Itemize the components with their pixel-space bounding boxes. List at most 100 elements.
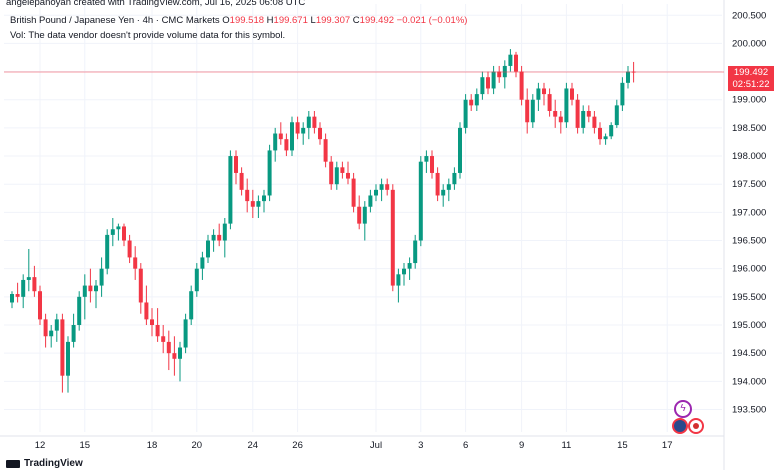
x-tick-label: 24 [248,440,259,451]
candle-body [200,257,205,269]
y-tick-label: 193.500 [732,404,766,415]
y-tick-label: 197.500 [732,179,766,190]
candle-body [514,54,518,72]
symbol-name[interactable]: British Pound / Japanese Yen · 4h · CMC … [10,15,220,26]
candle-body [127,240,132,258]
candle-body [458,127,462,173]
candle-body [133,257,138,269]
candle-body [626,71,630,83]
candle-body [88,285,93,292]
candle-body [525,99,530,123]
x-tick-label: Jul [370,440,382,451]
candle-body [189,291,194,320]
candle-body [239,172,244,190]
y-tick-label: 195.500 [732,292,766,303]
candle-body [278,133,283,140]
candle-body [586,111,591,117]
candle-body [553,111,558,117]
candle-body [357,206,362,224]
bar-countdown-badge: 02:51:22 [728,78,774,91]
candle-body [155,325,160,337]
symbol-ohlc-line: British Pound / Japanese Yen · 4h · CMC … [10,15,467,26]
tradingview-logo[interactable]: TradingView [6,458,83,469]
y-tick-label: 194.500 [732,348,766,359]
candle-body [217,234,222,241]
candle-body [211,234,216,241]
candle-body [206,240,210,258]
candle-body [435,172,440,196]
x-tick-label: 15 [617,440,628,451]
x-tick-label: 6 [463,440,468,451]
close-label: C [352,15,360,26]
candle-body [183,319,188,348]
candle-body [469,99,474,106]
y-tick-label: 197.000 [732,207,766,218]
candle-body [463,99,468,128]
candle-body [536,88,541,100]
candle-body [592,116,597,128]
x-tick-label: 18 [147,440,158,451]
lightning-icon[interactable]: ϟ [674,400,692,418]
candle-body [116,226,121,230]
tradingview-logo-icon [6,459,20,468]
candle-body [290,122,294,151]
candle-body [43,319,48,337]
candle-body [178,347,182,359]
candle-body [430,156,434,173]
candle-body [49,330,54,337]
y-tick-label: 194.000 [732,376,766,387]
x-tick-label: 3 [418,440,423,451]
volume-note: Vol: The data vendor doesn't provide vol… [10,30,286,41]
candle-body [564,88,569,123]
x-tick-label: 9 [519,440,524,451]
candle-body [598,127,602,140]
candle-body [547,94,552,111]
candle-body [351,178,356,207]
created-by-text: angelepanoyan created with TradingView.c… [6,0,306,8]
candle-body [446,184,451,190]
candle-body [54,319,59,331]
candle-body [245,189,250,202]
flag-gb-icon[interactable] [672,418,688,434]
candle-body [491,71,496,89]
candle-body [530,99,535,123]
candle-body [390,189,395,286]
candle-body [82,285,87,297]
candle-body [32,277,37,292]
change-value: −0.021 (−0.01%) [396,15,468,26]
candle-body [172,353,177,359]
candle-body [26,277,31,280]
candle-body [424,156,429,162]
candle-body [267,150,272,196]
y-tick-label: 196.500 [732,236,766,247]
candle-body [614,105,619,126]
candle-body [99,268,104,286]
candle-body [21,279,26,297]
candle-body [609,125,614,137]
candle-body [558,116,563,123]
candle-body [346,172,350,179]
high-value: 199.671 [273,15,308,26]
candle-body [250,201,255,207]
candle-body [334,167,339,185]
candle-body [273,133,278,151]
tradingview-logo-text: TradingView [24,458,83,469]
candle-body [396,274,401,286]
candle-body [329,161,334,185]
candle-body [418,161,423,241]
candle-body [480,77,485,95]
candle-body [222,223,227,241]
candle-body [413,240,418,264]
candle-body [379,184,384,190]
flag-jp-icon[interactable] [688,418,704,434]
candle-body [385,184,390,190]
candle-body [519,71,524,100]
candle-body [60,319,65,376]
candle-body [407,263,412,269]
high-label: H [266,15,274,26]
candle-body [122,226,126,241]
candle-body [105,234,110,269]
x-tick-label: 15 [80,440,91,451]
